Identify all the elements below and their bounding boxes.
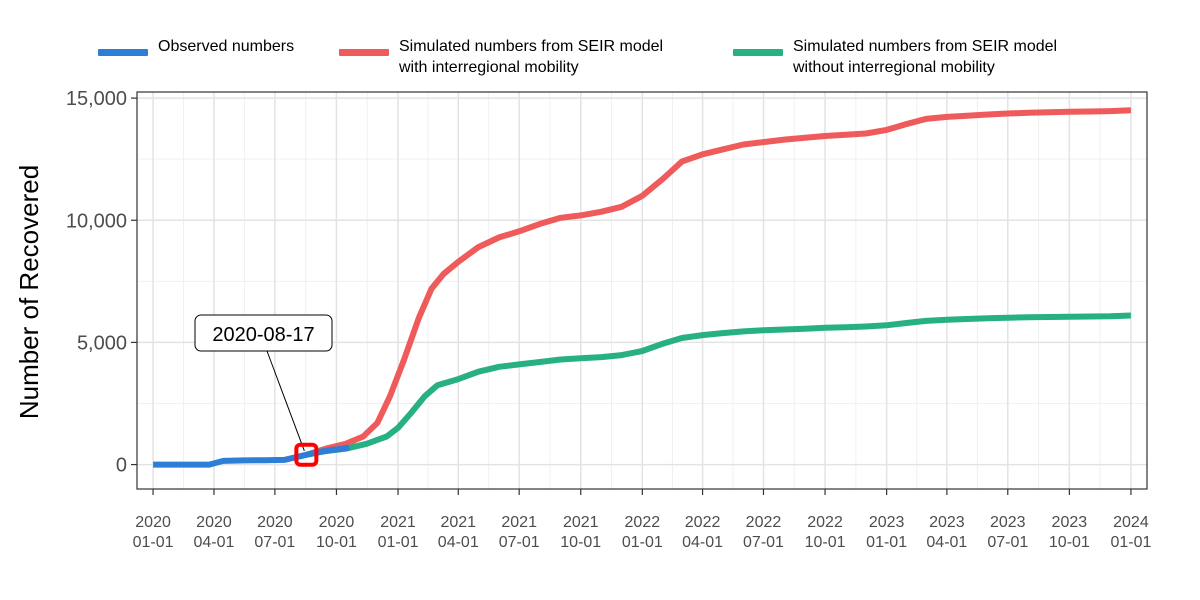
legend-label-with-mobility: Simulated numbers from SEIR model with i… (399, 38, 664, 76)
legend-swatch-observed (98, 49, 148, 56)
x-tick-label-date: 04-01 (926, 534, 967, 551)
annotation-label: 2020-08-17 (212, 324, 314, 346)
x-tick-label-year: 2020 (196, 514, 232, 531)
legend-item-without-mobility: Simulated numbers from SEIR model withou… (733, 36, 1057, 78)
legend: Observed numbers Simulated numbers from … (0, 36, 1200, 82)
x-tick-label-date: 07-01 (987, 534, 1028, 551)
x-tick-label-year: 2022 (685, 514, 721, 531)
x-tick-label-year: 2022 (625, 514, 661, 531)
x-tick-label-year: 2024 (1113, 514, 1149, 531)
legend-swatch-without-mobility (733, 49, 783, 56)
x-tick-label-date: 10-01 (1049, 534, 1090, 551)
y-tick-label: 10,000 (66, 210, 127, 232)
grid (137, 92, 1147, 489)
x-tick-label-date: 07-01 (254, 534, 295, 551)
legend-label-observed: Observed numbers (158, 38, 295, 55)
x-tick-label-year: 2022 (746, 514, 782, 531)
y-tick-label: 15,000 (66, 88, 127, 110)
annotation-marker (294, 442, 319, 467)
x-tick-label-year: 2023 (869, 514, 905, 531)
y-axis: 0 5,000 10,000 15,000 (66, 88, 137, 477)
x-axis: 2020 01-01 2020 04-01 2020 07-01 2020 10-01 2021… (133, 489, 1151, 551)
x-tick-label-year: 2020 (257, 514, 293, 531)
x-tick-label-year: 2020 (135, 514, 171, 531)
x-tick-label-year: 2021 (501, 514, 537, 531)
x-tick-label-date: 01-01 (622, 534, 663, 551)
x-tick-label-year: 2023 (1052, 514, 1088, 531)
y-tick-label: 5,000 (77, 332, 127, 354)
annotation-label-box (194, 314, 333, 352)
legend-item-with-mobility: Simulated numbers from SEIR model with i… (339, 36, 663, 78)
annotation-leader-line (266, 350, 305, 451)
series-line-observed (153, 444, 350, 468)
x-tick-label-date: 01-01 (133, 534, 174, 551)
x-tick-label-year: 2022 (807, 514, 843, 531)
x-tick-label-date: 04-01 (194, 534, 235, 551)
legend-label-without-mobility: Simulated numbers from SEIR model withou… (793, 38, 1058, 76)
x-tick-label-date: 10-01 (316, 534, 357, 551)
x-tick-label-date: 10-01 (805, 534, 846, 551)
series-line-with-mobility (305, 107, 1132, 458)
annotation: 2020-08-17 (194, 314, 333, 467)
x-tick-label-year: 2023 (990, 514, 1026, 531)
legend-swatch-with-mobility (339, 49, 389, 56)
y-tick-label: 0 (116, 455, 127, 477)
x-tick-label-year: 2021 (440, 514, 476, 531)
y-axis-title: Number of Recovered (14, 165, 44, 419)
x-tick-label-year: 2020 (319, 514, 355, 531)
x-tick-label-date: 01-01 (1110, 534, 1151, 551)
series-lines (153, 107, 1132, 468)
x-tick-label-date: 10-01 (560, 534, 601, 551)
x-tick-label-year: 2021 (563, 514, 599, 531)
x-tick-label-date: 07-01 (743, 534, 784, 551)
x-tick-label-date: 04-01 (438, 534, 479, 551)
x-tick-label-date: 01-01 (866, 534, 907, 551)
x-tick-label-date: 04-01 (682, 534, 723, 551)
series-line-without-mobility (305, 312, 1132, 458)
x-tick-label-date: 01-01 (378, 534, 419, 551)
x-tick-label-date: 07-01 (499, 534, 540, 551)
legend-item-observed: Observed numbers (98, 36, 294, 57)
x-tick-label-year: 2023 (929, 514, 965, 531)
x-tick-label-year: 2021 (380, 514, 416, 531)
